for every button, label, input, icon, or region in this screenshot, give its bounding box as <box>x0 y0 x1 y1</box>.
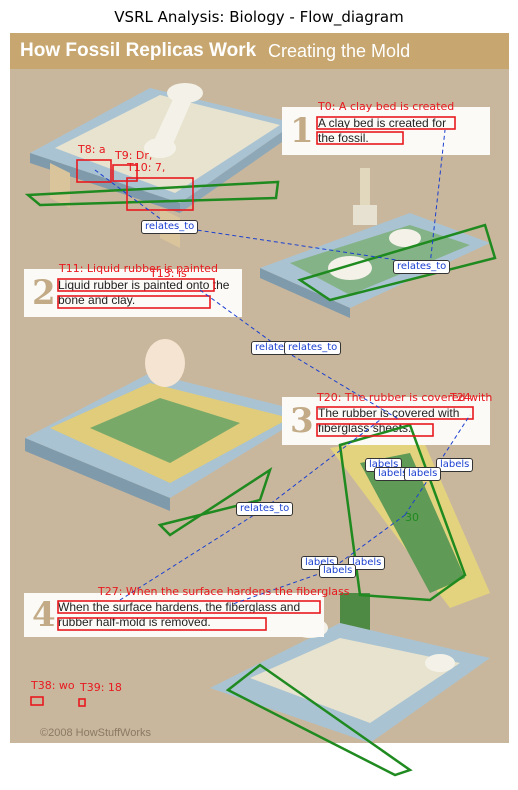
step4-table-illustration <box>210 618 490 743</box>
annotation-t13: T13: is <box>150 267 187 280</box>
banner-subtitle: Creating the Mold <box>268 41 411 61</box>
box-t0-line1 <box>316 116 456 130</box>
region-outline-2 <box>297 223 497 302</box>
step-number-2: 2 <box>32 273 56 313</box>
relation-tag-2: relates_to <box>393 260 451 274</box>
region-outline-3 <box>157 467 273 537</box>
banner-title: How Fossil Replicas Work <box>20 40 257 61</box>
green-region-outlines <box>24 180 497 777</box>
red-text-boxes <box>30 116 474 707</box>
step-number-3: 3 <box>290 401 314 441</box>
banner: How Fossil Replicas Work Creating the Mo… <box>10 33 509 69</box>
step-card-1: 1 A clay bed is created for the fossil. <box>282 107 490 155</box>
label-tag-2: labels <box>436 458 474 472</box>
annotation-i30: 30 <box>405 511 419 524</box>
annotation-t11: T11: Liquid rubber is painted <box>59 262 218 275</box>
annotation-t0: T0: A clay bed is created <box>318 100 455 113</box>
infographic-panel: How Fossil Replicas Work Creating the Mo… <box>10 33 509 743</box>
box-t0-line2 <box>316 131 404 145</box>
box-t27-line2 <box>57 617 267 631</box>
relation-line-3 <box>429 129 446 266</box>
annotation-t20: T20: The rubber is covered with <box>317 391 493 404</box>
box-t39 <box>78 698 86 707</box>
annotation-t10: T10: 7, <box>127 161 166 174</box>
step-text-1: A clay bed is created for the fossil. <box>318 116 447 145</box>
step-card-2: 2 Liquid rubber is painted onto the bone… <box>24 269 242 317</box>
annotation-t24: T24 <box>450 391 471 404</box>
annotation-t8: T8: a <box>78 143 106 156</box>
relation-line-10 <box>229 569 331 606</box>
box-t27-line1 <box>57 600 321 614</box>
box-t10 <box>126 177 194 211</box>
region-outline-5 <box>225 663 413 777</box>
box-t9 <box>112 164 138 182</box>
relation-tag-4: relates_to <box>284 341 342 355</box>
label-tag-7: labels <box>319 564 357 578</box>
box-t20-line1 <box>316 406 474 420</box>
box-t38 <box>30 696 44 706</box>
label-tag-4: labels <box>404 467 442 481</box>
step-number-1: 1 <box>290 111 314 151</box>
relation-line-4 <box>199 289 281 349</box>
box-t11-line2 <box>57 295 211 309</box>
illustration-artwork <box>25 83 490 743</box>
annotation-t38: T38: wo <box>31 679 75 692</box>
relation-line-6 <box>264 419 381 509</box>
annotation-t9: T9: Dr, <box>115 149 153 162</box>
relation-line-7 <box>119 507 266 601</box>
annotation-t39: T39: 18 <box>80 681 122 694</box>
region-outline-1 <box>24 180 280 207</box>
relation-lines <box>94 129 471 606</box>
relation-line-1 <box>94 169 171 227</box>
annotation-t27: T27: When the surface hardens the fiberg… <box>98 585 350 598</box>
box-t11-line1 <box>57 278 215 292</box>
figure-title: VSRL Analysis: Biology - Flow_diagram <box>114 8 404 26</box>
step-number-4: 4 <box>32 595 56 635</box>
box-t8 <box>76 159 112 183</box>
label-tag-6: labels <box>348 556 386 570</box>
relation-line-5 <box>279 347 401 421</box>
relation-line-2 <box>169 225 431 266</box>
relation-tag-1: relates_to <box>141 220 199 234</box>
relation-tag-5: relates_to <box>236 502 294 516</box>
step3-table-illustration <box>25 339 310 511</box>
box-t20-line2 <box>316 423 434 437</box>
relation-line-9 <box>329 514 406 571</box>
credit-text: ©2008 HowStuffWorks <box>40 727 152 739</box>
region-outline-4 <box>338 423 467 602</box>
